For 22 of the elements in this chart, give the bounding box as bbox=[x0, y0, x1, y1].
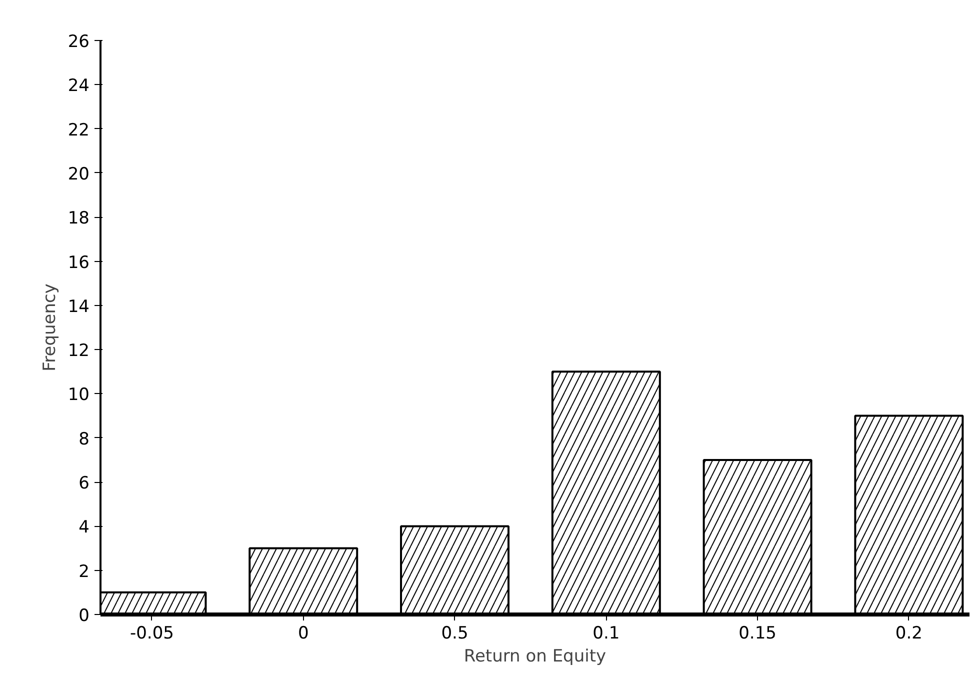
y-tick-label: 14 bbox=[68, 296, 90, 317]
x-axis-title: Return on Equity bbox=[464, 646, 606, 666]
y-tick-label: 18 bbox=[68, 208, 90, 229]
y-tick-label: 16 bbox=[68, 252, 90, 273]
y-tick-label: 6 bbox=[78, 474, 90, 494]
y-tick-label: 20 bbox=[68, 164, 90, 184]
x-tick-label: 0.2 bbox=[895, 624, 922, 644]
y-tick-label: 0 bbox=[78, 606, 90, 626]
x-tick-label: 0.15 bbox=[738, 624, 776, 644]
x-tick-label: -0.05 bbox=[130, 624, 174, 644]
x-tick-label: 0.5 bbox=[441, 624, 468, 644]
y-tick-label: 8 bbox=[78, 429, 90, 450]
x-tick-label: 0.1 bbox=[592, 624, 620, 644]
y-tick-label: 10 bbox=[68, 385, 90, 406]
y-tick-label: 26 bbox=[68, 32, 90, 52]
y-tick-label: 12 bbox=[68, 341, 90, 362]
y-axis-title: Frequency bbox=[40, 284, 60, 372]
y-tick-label: 2 bbox=[78, 562, 90, 582]
y-tick-label: 24 bbox=[68, 76, 90, 96]
y-tick-label: 4 bbox=[78, 518, 90, 538]
y-tick-label: 22 bbox=[68, 120, 90, 140]
x-tick-label: 0 bbox=[298, 624, 309, 644]
